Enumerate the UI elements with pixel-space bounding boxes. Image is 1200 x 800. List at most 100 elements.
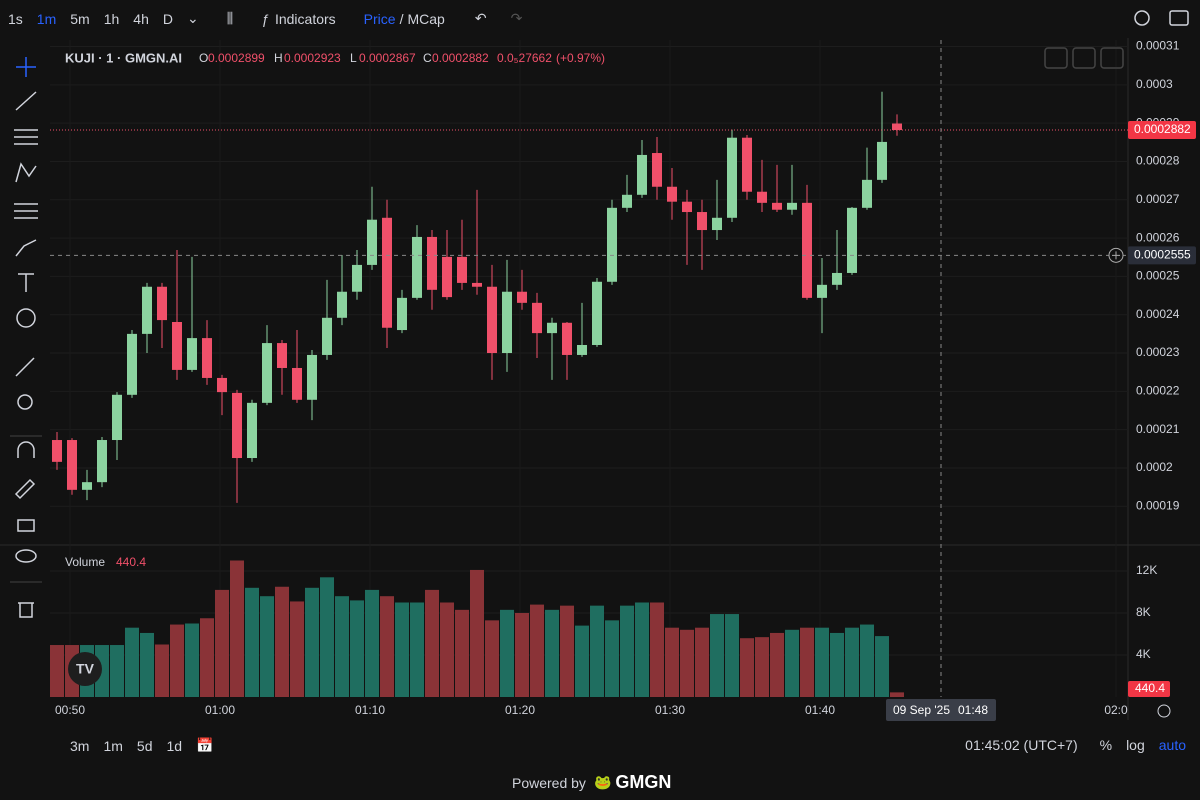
interval[interactable]: 1m (36, 10, 57, 27)
footer: Powered by 🐸 GMGN (512, 772, 685, 793)
volume-bar (335, 596, 349, 697)
percent[interactable]: % (1099, 737, 1113, 753)
range[interactable]: 3m (70, 737, 90, 754)
candle-body (757, 191, 767, 203)
log[interactable]: log (1126, 737, 1145, 753)
interval[interactable]: 1s (8, 10, 23, 27)
delete-tool[interactable] (18, 602, 34, 618)
l-label: L (350, 51, 357, 65)
candle-body (577, 344, 587, 355)
pane-down[interactable] (1044, 47, 1068, 69)
dropdown[interactable]: ⌄ (186, 10, 199, 26)
y-tick-label: 0.00022 (1136, 384, 1180, 398)
volume-bar (110, 645, 124, 697)
candle-body (877, 141, 887, 180)
powered-by: Powered by (512, 774, 586, 791)
crosshair-tool[interactable] (16, 57, 36, 77)
crosshair-date: 09 Sep '25 (893, 703, 950, 717)
volume-bar (605, 620, 619, 697)
y-tick-label: 0.00031 (1136, 39, 1180, 53)
pane-reset[interactable] (1100, 47, 1124, 69)
y-tick-label: 0.00019 (1136, 498, 1180, 512)
fib-tool[interactable] (14, 129, 38, 145)
plot: 0.000310.00030.000290.000280.000270.0002… (0, 38, 1200, 721)
candle-body (442, 256, 452, 298)
volume-bar (125, 627, 139, 697)
left-toolbar (10, 57, 42, 618)
hide-tool[interactable] (15, 549, 37, 563)
y-tick-label: 0.0002 (1136, 460, 1173, 474)
candle-body (652, 153, 662, 187)
settings-icons (1134, 10, 1189, 26)
emoji-tool[interactable] (16, 308, 36, 328)
interval[interactable]: 5m (70, 10, 90, 27)
candle-body (202, 338, 212, 378)
date-range-icon[interactable]: 📅 (196, 737, 214, 753)
pattern-tool[interactable] (15, 162, 37, 183)
zoom-tool[interactable] (17, 394, 33, 410)
price-toggle[interactable]: Price (363, 10, 396, 27)
fx-icon[interactable]: ƒ (261, 10, 269, 27)
indicators[interactable]: Indicators (274, 10, 336, 27)
crosshair-time: 01:48 (958, 703, 988, 717)
volume-bar (425, 589, 439, 697)
candle-type[interactable]: ⫼ (226, 10, 234, 26)
x-tick-label: 00:50 (55, 703, 85, 717)
projection-tool[interactable] (14, 203, 38, 219)
ruler-tool[interactable] (15, 357, 35, 377)
volume-bar (695, 627, 709, 697)
volume-tick-label: 8K (1136, 605, 1151, 619)
volume-bar (560, 605, 574, 697)
candle-body (862, 179, 872, 208)
symbol: KUJI · 1 · GMGN.AI (65, 50, 182, 65)
mcap-toggle[interactable]: MCap (407, 10, 445, 27)
lock-tool[interactable] (17, 519, 35, 532)
redo[interactable]: ↷ (510, 10, 523, 26)
volume-bar (680, 629, 694, 697)
logo-bg (68, 652, 102, 686)
x-tick-label: 01:00 (205, 703, 235, 717)
volume-bar (260, 596, 274, 697)
volume-bar (470, 569, 484, 697)
candle-body (127, 333, 137, 395)
candle-body (142, 286, 152, 334)
line-tool[interactable] (15, 91, 37, 111)
candle-body (502, 291, 512, 354)
y-tick-label: 0.00021 (1136, 422, 1180, 436)
volume-bar (740, 638, 754, 697)
volume-bar (50, 645, 64, 697)
range[interactable]: 1m (103, 737, 123, 754)
candle-body (892, 123, 902, 131)
text-tool[interactable] (18, 273, 34, 292)
undo[interactable]: ↶ (474, 10, 487, 26)
volume-bar (530, 604, 544, 697)
lock-draw-tool[interactable] (14, 478, 36, 500)
candle-body (262, 343, 272, 403)
interval[interactable]: 4h (133, 10, 149, 27)
screenshot[interactable] (1169, 10, 1189, 26)
volume-bar (890, 692, 904, 697)
range[interactable]: 1d (166, 737, 183, 754)
range[interactable]: 5d (136, 737, 153, 754)
open-value: 0.0002899 (208, 51, 265, 65)
volume-bar (770, 632, 784, 697)
y-tick-label: 0.00028 (1136, 154, 1180, 168)
auto[interactable]: auto (1158, 737, 1186, 753)
volume-bar (410, 602, 424, 697)
volume-bar (245, 587, 259, 697)
interval[interactable]: 1h (103, 10, 120, 27)
magnet-tool[interactable] (17, 441, 35, 458)
separator: / (399, 10, 404, 27)
logo-mark: TV (76, 661, 95, 677)
brush-tool[interactable] (15, 239, 37, 257)
volume-bar (590, 605, 604, 697)
settings[interactable] (1134, 10, 1150, 26)
volume-bar (635, 602, 649, 697)
pane-maximize[interactable] (1072, 47, 1096, 69)
volume-bar (380, 596, 394, 697)
volume-bar (755, 637, 769, 697)
candle-body (52, 440, 62, 462)
interval[interactable]: D (162, 10, 173, 27)
volume-bar (845, 627, 859, 697)
volume-bar (875, 636, 889, 697)
